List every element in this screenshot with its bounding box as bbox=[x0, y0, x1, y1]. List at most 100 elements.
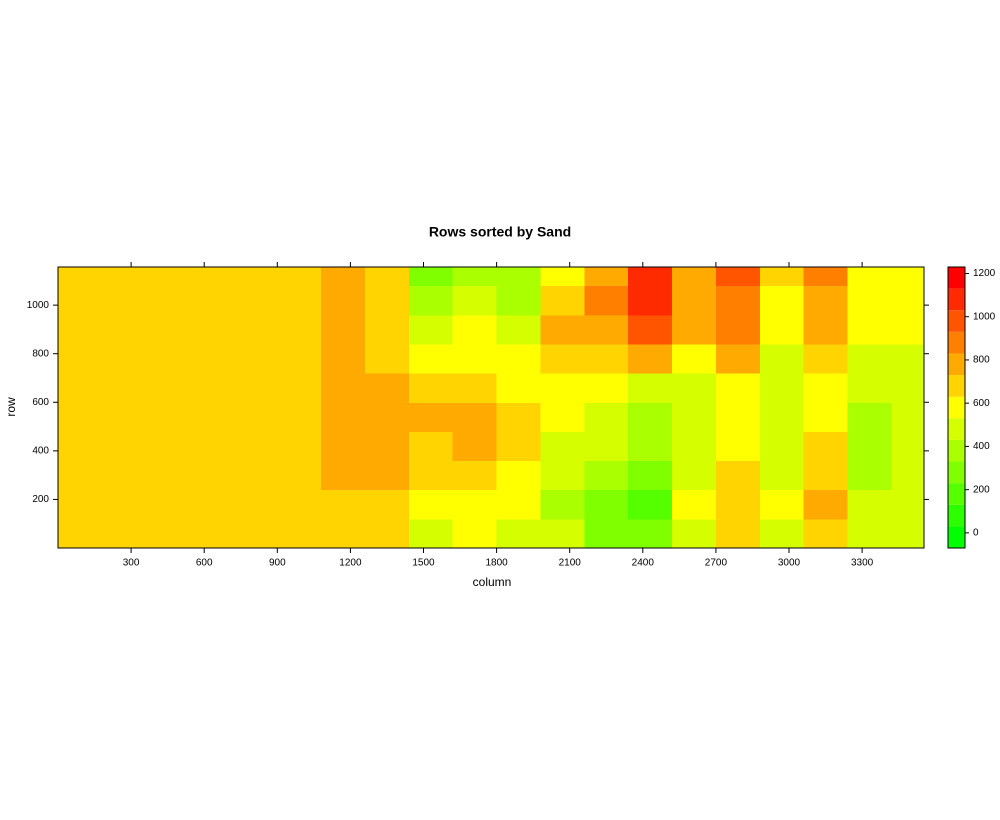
colorbar-band bbox=[948, 331, 965, 354]
heatmap-cell bbox=[145, 489, 191, 520]
heatmap-cell bbox=[540, 285, 585, 316]
heatmap-cell bbox=[145, 373, 191, 403]
heatmap-cell bbox=[321, 460, 366, 491]
y-tick-label: 600 bbox=[32, 397, 49, 408]
colorbar-band bbox=[948, 353, 965, 376]
heatmap-cell bbox=[847, 460, 892, 491]
heatmap-cell bbox=[58, 402, 103, 432]
heatmap-cell bbox=[101, 489, 147, 520]
heatmap-cell bbox=[584, 343, 629, 374]
heatmap-cell bbox=[452, 460, 498, 491]
heatmap-cell bbox=[496, 402, 541, 432]
heatmap-cell bbox=[365, 314, 410, 345]
heatmap-cell bbox=[715, 518, 761, 549]
heatmap-cell bbox=[584, 402, 629, 432]
colorbar-band bbox=[948, 267, 965, 289]
heatmap-cell bbox=[672, 402, 717, 432]
x-tick-label: 1500 bbox=[412, 558, 435, 569]
heatmap-cell bbox=[233, 314, 278, 345]
heatmap-cell bbox=[408, 343, 454, 374]
heatmap-cell bbox=[189, 267, 234, 287]
heatmap-cell bbox=[803, 431, 848, 462]
heatmap-cell bbox=[365, 518, 410, 549]
heatmap-cell bbox=[540, 343, 585, 374]
heatmap-cell bbox=[803, 285, 848, 316]
heatmap-cell bbox=[891, 402, 925, 432]
heatmap-cell bbox=[496, 285, 541, 316]
heatmap-cell bbox=[891, 460, 925, 491]
heatmap-cell bbox=[452, 402, 498, 432]
x-tick-label: 2100 bbox=[559, 558, 582, 569]
x-tick-label: 2700 bbox=[705, 558, 728, 569]
heatmap-cell bbox=[408, 285, 454, 316]
heatmap-cell bbox=[189, 489, 234, 520]
heatmap-cell bbox=[715, 267, 761, 287]
heatmap-cell bbox=[584, 431, 629, 462]
heatmap-cell bbox=[672, 343, 717, 374]
heatmap-cell bbox=[101, 285, 147, 316]
heatmap-cell bbox=[233, 285, 278, 316]
heatmap-cell bbox=[321, 285, 366, 316]
x-tick-label: 1800 bbox=[485, 558, 508, 569]
heatmap-cell bbox=[101, 343, 147, 374]
heatmap-cell bbox=[233, 489, 278, 520]
heatmap-cell bbox=[365, 343, 410, 374]
heatmap-cell bbox=[672, 431, 717, 462]
heatmap-cell bbox=[496, 267, 541, 287]
heatmap-cell bbox=[277, 431, 322, 462]
y-tick-label: 1000 bbox=[27, 300, 50, 311]
heatmap-cell bbox=[189, 285, 234, 316]
x-tick-label: 1200 bbox=[339, 558, 362, 569]
heatmap-cell bbox=[233, 343, 278, 374]
heatmap-cell bbox=[101, 402, 147, 432]
heatmap-cell bbox=[759, 343, 805, 374]
heatmap-cell bbox=[496, 518, 541, 549]
heatmap-cell bbox=[759, 373, 805, 403]
heatmap-cell bbox=[452, 343, 498, 374]
heatmap-cell bbox=[584, 460, 629, 491]
heatmap-cell bbox=[584, 267, 629, 287]
heatmap-cell bbox=[672, 267, 717, 287]
x-tick-label: 2400 bbox=[632, 558, 655, 569]
heatmap-cell bbox=[145, 518, 191, 549]
heatmap-cell bbox=[58, 431, 103, 462]
heatmap-cell bbox=[145, 314, 191, 345]
heatmap-cell bbox=[496, 460, 541, 491]
heatmap-cell bbox=[189, 518, 234, 549]
heatmap-cell bbox=[145, 267, 191, 287]
heatmap-cell bbox=[672, 314, 717, 345]
heatmap-cell bbox=[408, 518, 454, 549]
heatmap-cell bbox=[759, 314, 805, 345]
heatmap-cell bbox=[452, 489, 498, 520]
heatmap-cell bbox=[321, 489, 366, 520]
heatmap-cell bbox=[715, 402, 761, 432]
heatmap-cell bbox=[628, 267, 673, 287]
heatmap-cell bbox=[365, 489, 410, 520]
heatmap-cell bbox=[584, 489, 629, 520]
heatmap-cell bbox=[277, 373, 322, 403]
heatmap-cell bbox=[452, 267, 498, 287]
heatmap-cell bbox=[452, 314, 498, 345]
colorbar-band bbox=[948, 310, 965, 332]
heatmap-cell bbox=[233, 402, 278, 432]
colorbar-frame bbox=[947, 266, 966, 549]
heatmap-cell bbox=[540, 373, 585, 403]
y-tick-label: 800 bbox=[32, 348, 49, 359]
heatmap-cell bbox=[847, 431, 892, 462]
heatmap-cell bbox=[233, 518, 278, 549]
heatmap-cell bbox=[101, 267, 147, 287]
heatmap-cell bbox=[233, 460, 278, 491]
heatmap-cell bbox=[628, 373, 673, 403]
colorbar-band bbox=[948, 288, 965, 311]
heatmap-cell bbox=[672, 518, 717, 549]
heatmap-cell bbox=[145, 460, 191, 491]
heatmap-cell bbox=[672, 489, 717, 520]
heatmap-cell bbox=[759, 431, 805, 462]
heatmap-cell bbox=[408, 402, 454, 432]
heatmap-cell bbox=[759, 489, 805, 520]
x-axis-title: column bbox=[473, 575, 512, 589]
heatmap-cell bbox=[759, 460, 805, 491]
heatmap-cell bbox=[321, 402, 366, 432]
heatmap-cell bbox=[891, 431, 925, 462]
y-axis-title: row bbox=[4, 397, 18, 417]
